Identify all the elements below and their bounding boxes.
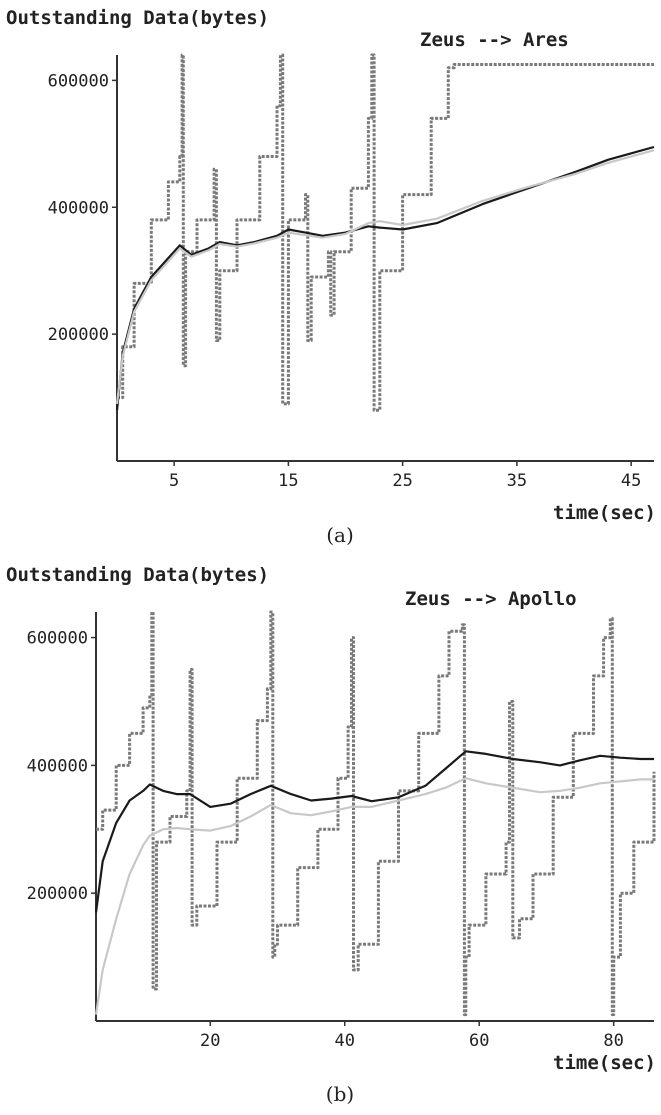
chart-a-x-tick-label: 45 bbox=[621, 471, 641, 491]
chart-a-panel-label: (a) bbox=[326, 523, 354, 547]
chart-panel-a: Outstanding Data(bytes) Zeus --> Ares 20… bbox=[6, 7, 656, 547]
chart-b-title: Outstanding Data(bytes) bbox=[6, 564, 269, 586]
chart-b-y-tick-label: 600000 bbox=[27, 629, 88, 649]
chart-a-x-tick-label: 15 bbox=[278, 471, 298, 491]
chart-b-series-3-line bbox=[94, 777, 654, 1015]
chart-a-x-tick-label: 5 bbox=[169, 471, 179, 491]
chart-b-annotation: Zeus --> Apollo bbox=[405, 588, 577, 610]
chart-b-plot-area: 200000 400000 600000 20 40 60 80 bbox=[27, 610, 656, 1051]
chart-b-series-2-line bbox=[94, 750, 654, 913]
chart-b-panel-label: (b) bbox=[326, 1082, 354, 1106]
chart-b-y-tick-label: 400000 bbox=[27, 756, 88, 776]
chart-a-x-axis-label: time(sec) bbox=[553, 502, 656, 524]
chart-a-x-tick-label: 25 bbox=[392, 471, 412, 491]
chart-b-y-tick-label: 200000 bbox=[27, 884, 88, 904]
chart-b-x-tick-label: 80 bbox=[603, 1031, 623, 1051]
chart-a-series-3-line bbox=[115, 149, 655, 405]
chart-a-plot-area: 200000 400000 600000 5 15 25 35 45 bbox=[48, 53, 655, 491]
chart-a-title: Outstanding Data(bytes) bbox=[6, 7, 269, 29]
chart-panel-b: Outstanding Data(bytes) Zeus --> Apollo … bbox=[6, 564, 656, 1106]
chart-a-annotation: Zeus --> Ares bbox=[420, 29, 569, 51]
chart-a-series-1-line bbox=[117, 53, 654, 412]
chart-b-x-tick-label: 60 bbox=[469, 1031, 489, 1051]
chart-b-x-axis-label: time(sec) bbox=[553, 1052, 656, 1074]
chart-b-x-tick-label: 20 bbox=[200, 1031, 220, 1051]
chart-b-series-1-line bbox=[96, 610, 656, 1017]
chart-a-y-tick-label: 400000 bbox=[48, 198, 109, 218]
chart-b-x-tick-label: 40 bbox=[335, 1031, 355, 1051]
chart-a-series-2-line bbox=[115, 145, 655, 411]
chart-a-y-tick-label: 200000 bbox=[48, 325, 109, 345]
chart-a-x-tick-label: 35 bbox=[507, 471, 527, 491]
chart-a-y-tick-label: 600000 bbox=[48, 71, 109, 91]
